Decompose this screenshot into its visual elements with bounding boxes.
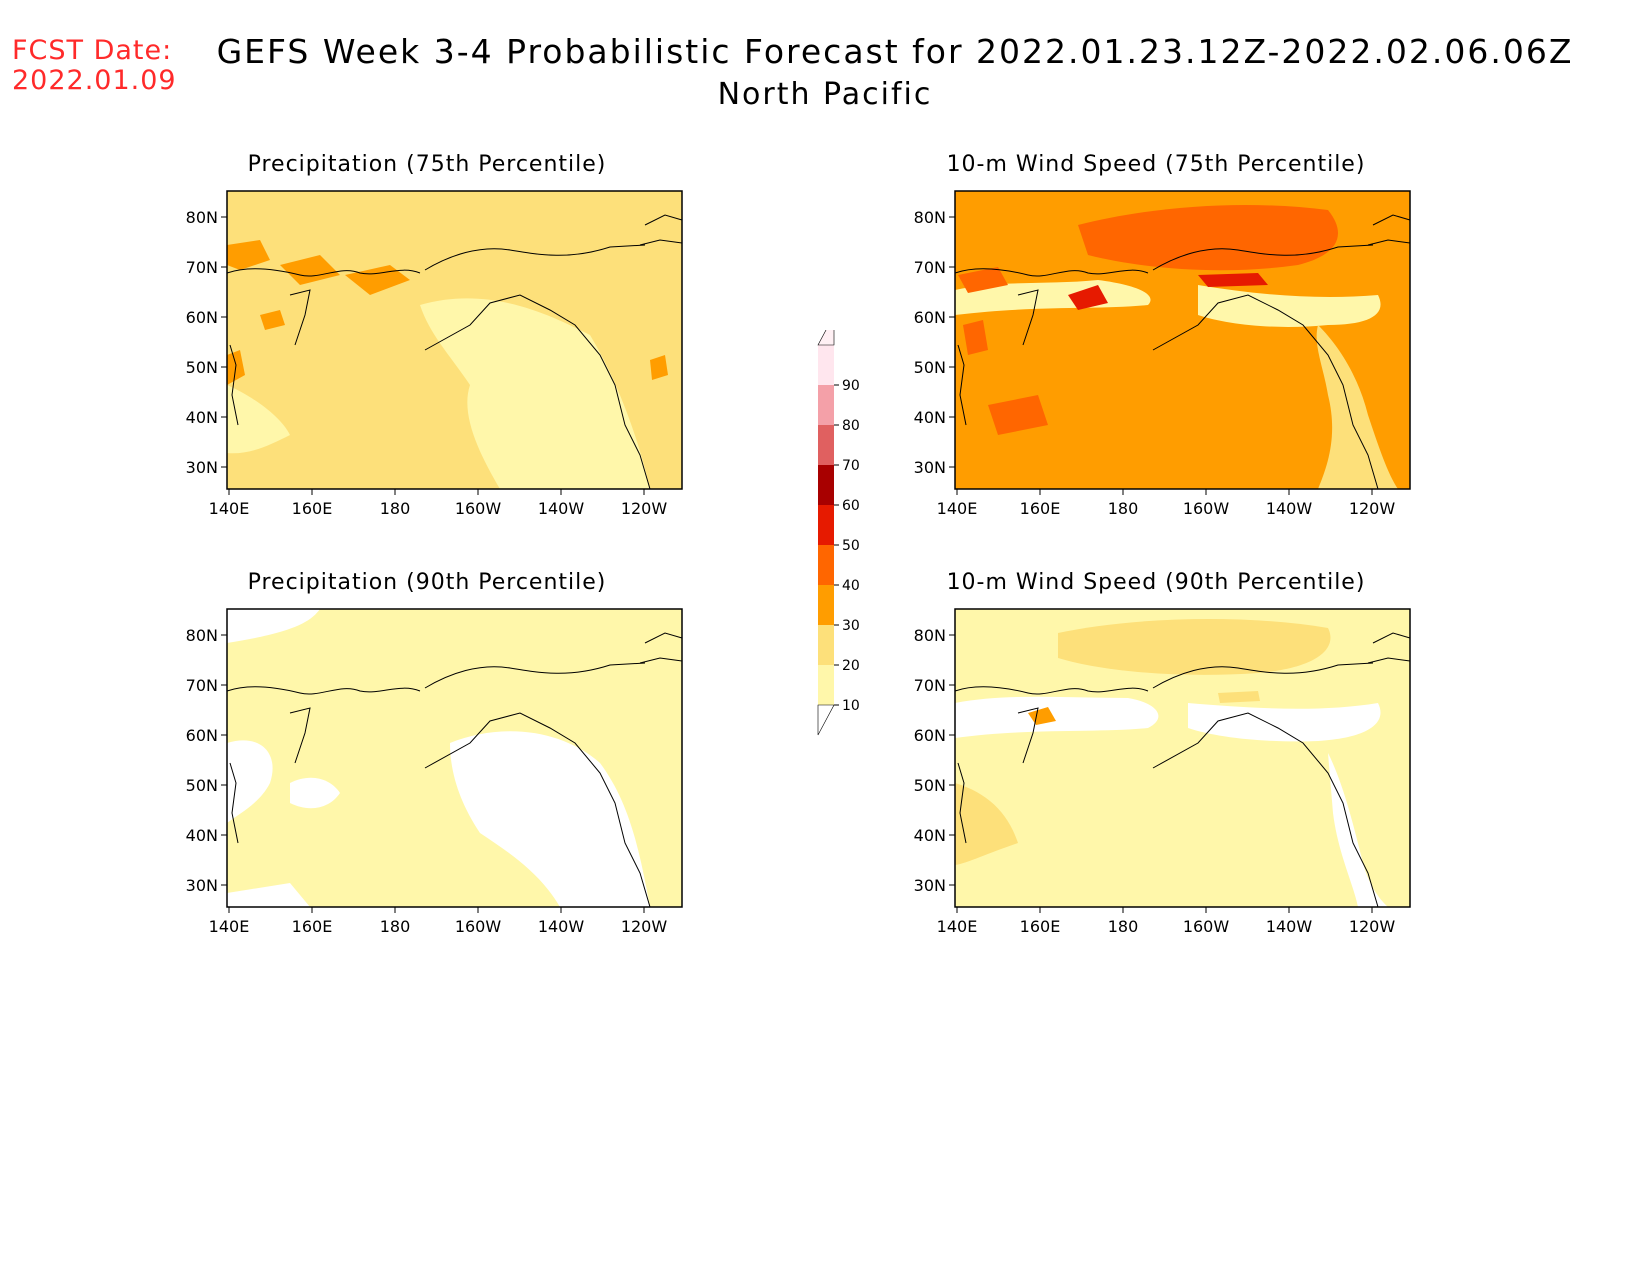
lon-tick-label: 160W <box>1183 499 1230 518</box>
lat-tick-label: 80N <box>186 208 218 227</box>
lon-tick-label: 180 <box>380 499 411 518</box>
lon-tick-label: 120W <box>1349 499 1396 518</box>
lat-tick-label: 40N <box>914 408 946 427</box>
lon-tick-label: 120W <box>1349 917 1396 936</box>
colorbar-band <box>818 625 834 665</box>
wind90-field <box>955 609 1410 907</box>
colorbar-band <box>818 385 834 425</box>
colorbar: 10 20 30 40 50 60 70 80 90 <box>817 330 860 736</box>
lon-tick-label: 140E <box>937 499 978 518</box>
colorbar-band <box>818 345 834 385</box>
lat-tick-label: 30N <box>186 458 218 477</box>
lat-tick-label: 80N <box>914 208 946 227</box>
lat-tick-label: 70N <box>914 676 946 695</box>
colorbar-label: 50 <box>842 538 860 554</box>
fcst-date-block: FCST Date: 2022.01.09 <box>12 36 177 96</box>
lon-tick-label: 180 <box>1108 499 1139 518</box>
wind90-coastlines <box>954 632 1411 908</box>
lat-tick-label: 50N <box>186 358 218 377</box>
colorbar-band <box>818 505 834 545</box>
fcst-date-value: 2022.01.09 <box>12 65 177 96</box>
colorbar-label: 90 <box>842 378 860 394</box>
wind75-field <box>955 191 1410 489</box>
lon-tick-label: 140E <box>937 917 978 936</box>
lon-tick-label: 160W <box>455 917 502 936</box>
map-precip75: 140E 160E 180 160W 140W 120W 80N 70N 60N 50N 40N 30… <box>186 190 683 518</box>
lon-tick-label: 160E <box>1020 499 1061 518</box>
colorbar-label: 60 <box>842 498 860 514</box>
figure-title-block: GEFS Week 3-4 Probabilistic Forecast for… <box>0 32 1650 112</box>
lon-tick-label: 160E <box>292 917 333 936</box>
lat-tick-label: 60N <box>914 726 946 745</box>
colorbar-labels: 10 20 30 40 50 60 70 80 90 <box>834 378 860 714</box>
lon-tick-label: 160E <box>1020 917 1061 936</box>
lat-tick-label: 50N <box>186 776 218 795</box>
lon-tick-label: 140W <box>1266 499 1313 518</box>
panel-title-precip90: Precipitation (90th Percentile) <box>247 570 607 595</box>
colorbar-band <box>818 465 834 505</box>
lat-tick-label: 40N <box>186 408 218 427</box>
lat-tick-label: 60N <box>914 308 946 327</box>
panel-title-wind90: 10-m Wind Speed (90th Percentile) <box>946 570 1366 595</box>
wind75-coastlines <box>954 214 1411 490</box>
colorbar-label: 80 <box>842 418 860 434</box>
lat-tick-label: 70N <box>186 258 218 277</box>
lat-tick-label: 40N <box>186 826 218 845</box>
lon-tick-label: 140W <box>538 499 585 518</box>
lon-tick-label: 120W <box>621 499 668 518</box>
lon-tick-label: 160E <box>292 499 333 518</box>
precip90-coastlines <box>226 632 683 908</box>
colorbar-label: 70 <box>842 458 860 474</box>
panel-title-precip75: Precipitation (75th Percentile) <box>247 152 607 177</box>
lat-tick-label: 70N <box>186 676 218 695</box>
colorbar-band <box>818 425 834 465</box>
colorbar-band <box>818 585 834 625</box>
lon-tick-label: 120W <box>621 917 668 936</box>
lat-tick-label: 50N <box>914 358 946 377</box>
lon-tick-label: 160W <box>1183 917 1230 936</box>
lat-tick-label: 80N <box>914 626 946 645</box>
lon-tick-label: 180 <box>380 917 411 936</box>
map-wind75: 140E 160E 180 160W 140W 120W 80N 70N 60N 50N 40N 30… <box>914 190 1411 518</box>
colorbar-bottom-cap <box>817 704 835 736</box>
precip75-coastlines <box>226 214 683 490</box>
colorbar-label: 30 <box>842 618 860 634</box>
lon-tick-label: 180 <box>1108 917 1139 936</box>
map-wind90: 140E 160E 180 160W 140W 120W 80N 70N 60N 50N 40N 30… <box>914 608 1411 936</box>
colorbar-top-cap <box>817 330 835 346</box>
figure-title: GEFS Week 3-4 Probabilistic Forecast for… <box>216 32 1574 71</box>
lat-tick-label: 60N <box>186 726 218 745</box>
panel-title-wind75: 10-m Wind Speed (75th Percentile) <box>946 152 1366 177</box>
lat-tick-label: 70N <box>914 258 946 277</box>
precip90-field <box>227 609 682 907</box>
figure-subtitle: North Pacific <box>717 77 933 112</box>
colorbar-bands <box>817 330 835 736</box>
lon-tick-label: 140W <box>1266 917 1313 936</box>
lat-tick-label: 30N <box>914 876 946 895</box>
lat-tick-label: 50N <box>914 776 946 795</box>
lat-tick-label: 40N <box>914 826 946 845</box>
lon-tick-label: 160W <box>455 499 502 518</box>
lat-tick-label: 30N <box>186 876 218 895</box>
colorbar-band <box>818 545 834 585</box>
colorbar-label: 20 <box>842 658 860 674</box>
lat-tick-label: 80N <box>186 626 218 645</box>
map-precip90: 140E 160E 180 160W 140W 120W 80N 70N 60N 50N 40N 30… <box>186 608 683 936</box>
lon-tick-label: 140W <box>538 917 585 936</box>
precip75-field <box>227 191 682 489</box>
lon-tick-label: 140E <box>209 499 250 518</box>
colorbar-label: 40 <box>842 578 860 594</box>
colorbar-label: 10 <box>842 698 860 714</box>
lat-tick-label: 60N <box>186 308 218 327</box>
colorbar-band <box>818 665 834 705</box>
lat-tick-label: 30N <box>914 458 946 477</box>
lon-tick-label: 140E <box>209 917 250 936</box>
fcst-date-label: FCST Date: <box>12 35 173 66</box>
